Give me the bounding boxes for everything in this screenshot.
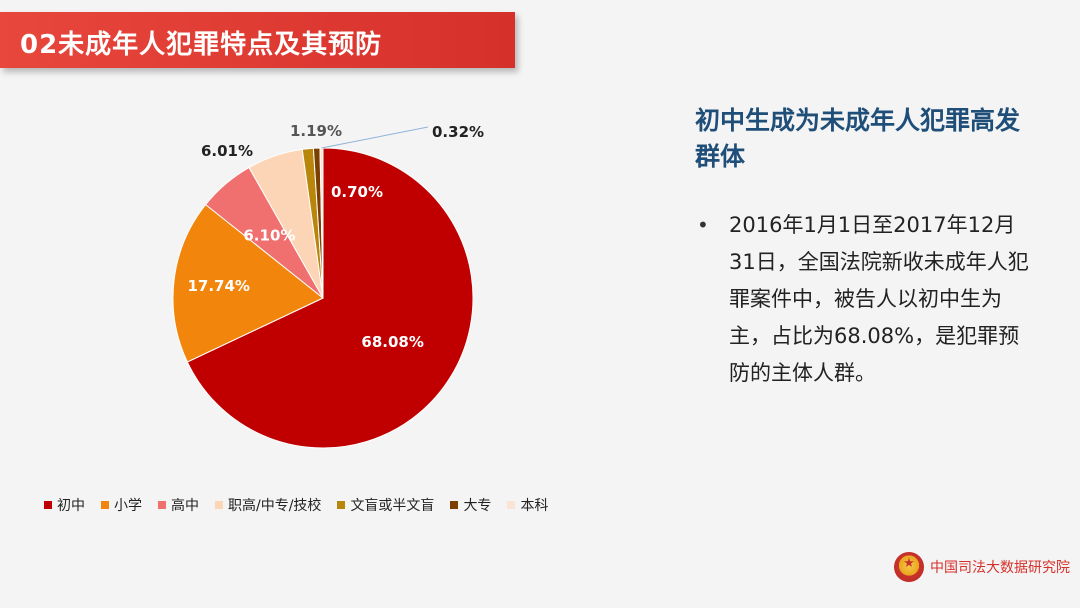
legend-label: 职高/中专/技校 <box>228 498 322 514</box>
data-label-1: 17.74% <box>187 277 249 295</box>
chart-legend: 初中 小学 高中 职高/中专/技校 文盲或半文盲 大专 本科 <box>44 493 548 517</box>
data-label-3: 6.01% <box>201 142 253 160</box>
legend-item: 初中 <box>44 495 85 515</box>
legend-swatch <box>450 501 459 509</box>
data-label-2: 6.10% <box>243 226 295 244</box>
legend-item: 小学 <box>101 495 142 515</box>
pie-slice <box>172 203 324 363</box>
bullet-item: • 2016年1月1日至2017年12月31日，全国法院新收未成年人犯罪案件中，… <box>695 207 1045 392</box>
data-label-4: 1.19% <box>290 122 342 140</box>
pie-slice <box>186 147 474 449</box>
data-label-5: 0.70% <box>331 183 383 201</box>
legend-item: 高中 <box>158 495 199 515</box>
legend-label: 本科 <box>520 498 549 514</box>
footer: 中国司法大数据研究院 <box>894 552 1070 582</box>
legend-label: 高中 <box>171 498 199 514</box>
legend-item: 本科 <box>507 495 548 515</box>
leader-line <box>321 126 429 149</box>
legend-item: 职高/中专/技校 <box>215 495 321 515</box>
legend-swatch <box>158 501 166 509</box>
data-label-0: 68.08% <box>361 333 423 351</box>
footer-org: 中国司法大数据研究院 <box>930 560 1070 576</box>
legend-swatch <box>507 501 516 509</box>
legend-label: 小学 <box>114 498 142 514</box>
data-label-6: 0.32% <box>432 123 484 141</box>
legend-swatch <box>337 501 346 509</box>
legend-item: 大专 <box>450 495 491 515</box>
bullet-text: 2016年1月1日至2017年12月31日，全国法院新收未成年人犯罪案件中，被告… <box>729 213 1029 385</box>
page-title: 02未成年人犯罪特点及其预防 <box>20 30 383 60</box>
legend-label: 文盲或半文盲 <box>350 498 435 514</box>
court-emblem-icon <box>894 552 924 582</box>
legend-swatch <box>44 501 52 509</box>
legend-swatch <box>101 501 109 509</box>
panel-heading: 初中生成为未成年人犯罪高发群体 <box>695 106 1021 171</box>
legend-label: 初中 <box>57 498 85 514</box>
legend-label: 大专 <box>463 498 492 514</box>
right-panel: 初中生成为未成年人犯罪高发群体 • 2016年1月1日至2017年12月31日，… <box>695 103 1045 392</box>
title-banner: 02未成年人犯罪特点及其预防 <box>0 12 515 68</box>
bullet-icon: • <box>697 213 709 237</box>
legend-swatch <box>215 501 223 509</box>
legend-item: 文盲或半文盲 <box>337 495 434 515</box>
